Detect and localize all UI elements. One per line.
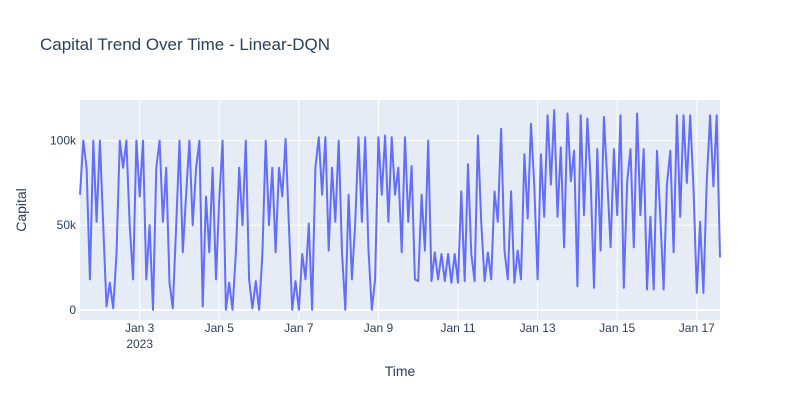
x-tick-label: Jan 9 xyxy=(364,321,394,335)
y-axis-title: Capital xyxy=(13,188,29,232)
chart-title: Capital Trend Over Time - Linear-DQN xyxy=(40,35,331,54)
series-line xyxy=(79,109,721,311)
x-axis-title: Time xyxy=(385,363,416,379)
x-tick-label: Jan 7 xyxy=(284,321,314,335)
y-tick-label: 0 xyxy=(69,303,76,317)
x-tick-label: Jan 5 xyxy=(205,321,235,335)
y-tick-label: 100k xyxy=(50,134,77,148)
x-tick-label: Jan 3 xyxy=(125,321,155,335)
y-axis-ticks: 0 50k 100k xyxy=(50,134,77,317)
x-tick-label: Jan 13 xyxy=(520,321,556,335)
x-tick-label: Jan 11 xyxy=(440,321,475,335)
y-tick-label: 50k xyxy=(57,218,77,232)
x-tick-label: Jan 17 xyxy=(679,321,715,335)
series-layer xyxy=(79,109,721,311)
x-tick-sublabel: 2023 xyxy=(126,337,153,351)
x-tick-label: Jan 15 xyxy=(599,321,635,335)
x-axis-ticks: Jan 3 2023 Jan 5 Jan 7 Jan 9 Jan 11 Jan 13 Jan … xyxy=(125,321,715,351)
